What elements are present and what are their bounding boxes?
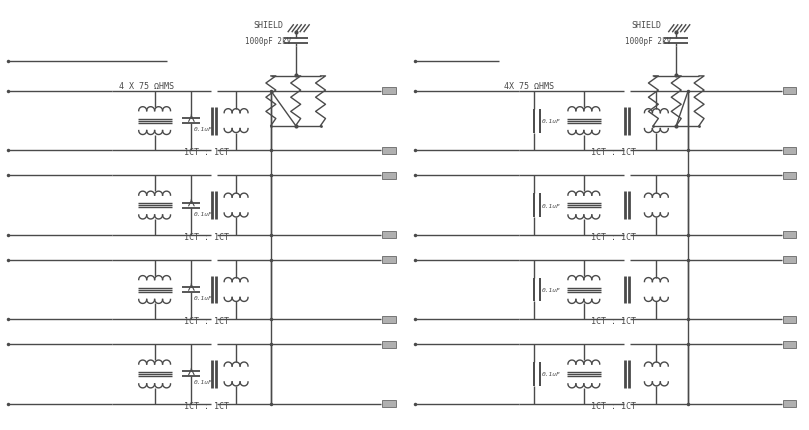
Bar <box>382 341 396 348</box>
Text: SHIELD: SHIELD <box>632 21 662 30</box>
Bar <box>782 172 796 179</box>
Bar <box>382 232 396 239</box>
Text: 0.1uF: 0.1uF <box>193 211 212 216</box>
Bar <box>782 257 796 264</box>
Text: 1CT : 1CT: 1CT : 1CT <box>591 148 636 157</box>
Text: 1CT : 1CT: 1CT : 1CT <box>591 232 636 241</box>
Bar <box>382 88 396 95</box>
Text: SHIELD: SHIELD <box>253 21 283 30</box>
Text: 4X 75 ΩHMS: 4X 75 ΩHMS <box>504 82 554 91</box>
Text: 0.1uF: 0.1uF <box>542 372 561 377</box>
Text: 1CT : 1CT: 1CT : 1CT <box>184 401 229 410</box>
Bar <box>382 316 396 323</box>
Text: 0.1uF: 0.1uF <box>193 127 212 132</box>
Bar <box>382 400 396 407</box>
Text: 1CT : 1CT: 1CT : 1CT <box>184 232 229 241</box>
Bar <box>782 147 796 154</box>
Bar <box>382 147 396 154</box>
Bar <box>782 341 796 348</box>
Text: 4 X 75 ΩHMS: 4 X 75 ΩHMS <box>119 82 174 91</box>
Bar <box>782 232 796 239</box>
Text: 0.1uF: 0.1uF <box>542 287 561 292</box>
Bar <box>782 400 796 407</box>
Text: 0.1uF: 0.1uF <box>193 380 212 384</box>
Text: 0.1uF: 0.1uF <box>193 295 212 300</box>
Bar <box>782 316 796 323</box>
Text: 1CT : 1CT: 1CT : 1CT <box>591 401 636 410</box>
Text: 0.1uF: 0.1uF <box>542 119 561 124</box>
Text: 1000pF 2kV: 1000pF 2kV <box>245 37 291 46</box>
Bar <box>382 172 396 179</box>
Bar <box>782 88 796 95</box>
Bar <box>382 257 396 264</box>
Text: 1000pF 2kV: 1000pF 2kV <box>625 37 671 46</box>
Text: 1CT : 1CT: 1CT : 1CT <box>184 316 229 326</box>
Text: 0.1uF: 0.1uF <box>542 203 561 208</box>
Text: 1CT : 1CT: 1CT : 1CT <box>591 316 636 326</box>
Text: 1CT : 1CT: 1CT : 1CT <box>184 148 229 157</box>
